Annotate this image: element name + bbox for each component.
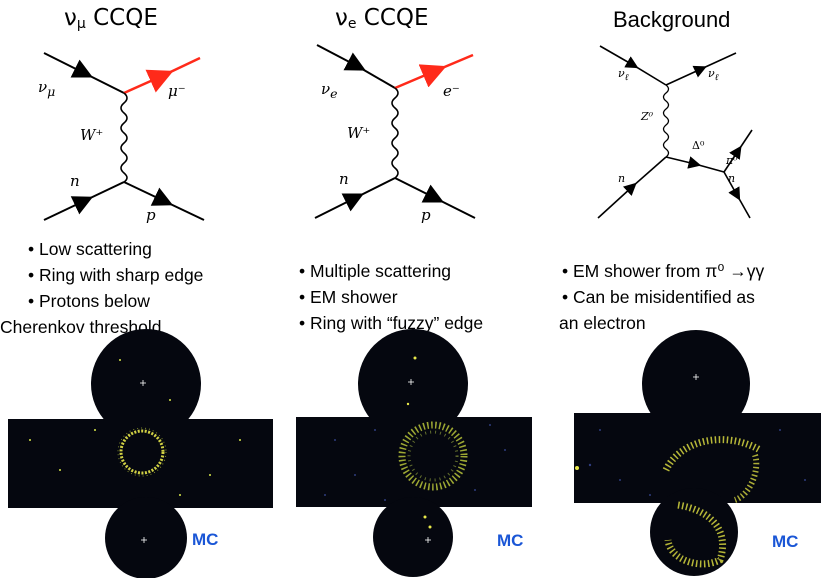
label-outgoing-lepton: μ⁻ — [168, 82, 186, 100]
label-outgoing-nucleon: p — [421, 206, 431, 224]
bullet-continuation: Cherenkov threshold — [0, 317, 162, 337]
outgoing-neutrino-line — [665, 65, 707, 86]
cherenkov-ring-fuzzy — [398, 421, 468, 491]
shower-ring-2 — [733, 454, 760, 503]
incoming-nucleon-line — [597, 182, 637, 219]
bullet-item: Ring with sharp edge — [28, 262, 203, 288]
shower-ring-3 — [664, 501, 727, 568]
incoming-nucleon-line — [314, 193, 364, 219]
label-boson: W⁺ — [347, 124, 371, 142]
bullet-item: Protons below — [28, 288, 203, 314]
feynman-diagram — [597, 45, 753, 219]
detector-top-cap — [642, 330, 750, 438]
pion-line — [723, 145, 742, 173]
event-display — [8, 329, 273, 578]
boson-propagator — [391, 87, 399, 179]
incoming-nucleon-line — [43, 196, 94, 221]
label-incoming-lepton: νℓ — [618, 67, 629, 84]
label-incoming-nucleon: n — [618, 172, 626, 185]
detector-top-cap — [91, 329, 201, 439]
panel-numu-ccqe: νμ CCQE νμ μ⁻ W⁺ n p Low scattering Ring… — [0, 0, 275, 578]
panel-background: Background νℓ νℓ Z⁰ Δ⁰ π⁰ n n EM shower … — [550, 0, 826, 578]
outgoing-nucleon-line — [394, 177, 444, 203]
mc-label: MC — [192, 530, 219, 549]
label-boson: W⁺ — [80, 126, 104, 144]
outgoing-nucleon-line — [723, 171, 741, 201]
incoming-neutrino-line — [316, 44, 366, 71]
bullet-item: Can be misidentified as — [562, 284, 764, 310]
panel-title: Background — [613, 7, 731, 32]
bullet-item: EM shower from π⁰ →γγ — [562, 258, 764, 284]
bullet-continuation: an electron — [559, 313, 646, 333]
label-pion: π⁰ — [726, 154, 738, 167]
event-display — [574, 330, 821, 576]
bullet-item: EM shower — [299, 284, 483, 310]
detector-barrel — [574, 413, 821, 503]
bullet-item: Low scattering — [28, 236, 203, 262]
panel-title: νe CCQE — [335, 5, 429, 32]
boson-propagator — [120, 92, 128, 183]
bullet-item: Ring with “fuzzy” edge — [299, 310, 483, 336]
detector-top-cap — [358, 329, 468, 439]
label-outgoing-nucleon: p — [146, 206, 156, 224]
boson-propagator — [662, 84, 670, 158]
incoming-neutrino-line — [599, 45, 639, 69]
delta-line — [665, 156, 702, 169]
label-outgoing-nucleon: n — [728, 172, 736, 185]
bullet-list: Multiple scattering EM shower Ring with … — [299, 258, 483, 336]
label-incoming-nucleon: n — [339, 170, 349, 188]
incoming-neutrino-line — [43, 52, 93, 78]
label-boson: Z⁰ — [641, 110, 654, 123]
label-incoming-lepton: νe — [321, 80, 338, 101]
outgoing-lepton-line — [123, 69, 174, 95]
detector-barrel — [296, 417, 532, 507]
label-outgoing-lepton: e⁻ — [443, 82, 460, 100]
bullet-item: Multiple scattering — [299, 258, 483, 284]
detector-bottom-cap — [373, 497, 453, 577]
mc-label: MC — [497, 531, 524, 550]
label-incoming-nucleon: n — [70, 172, 80, 190]
event-display — [296, 329, 532, 577]
panel-title: νμ CCQE — [64, 5, 158, 32]
detector-barrel — [8, 419, 273, 508]
feynman-diagram — [314, 44, 476, 219]
detector-bottom-cap — [650, 488, 738, 576]
label-delta: Δ⁰ — [692, 139, 705, 152]
detector-bottom-cap — [105, 497, 187, 578]
feynman-diagram — [43, 52, 205, 221]
label-incoming-lepton: νμ — [38, 78, 56, 99]
mc-label: MC — [772, 532, 799, 551]
bullet-list: EM shower from π⁰ →γγ Can be misidentifi… — [559, 258, 764, 336]
outgoing-nucleon-line — [123, 181, 174, 206]
outgoing-lepton-line — [394, 64, 447, 90]
label-outgoing-lepton: νℓ — [708, 67, 719, 84]
cherenkov-ring-sharp — [119, 429, 165, 475]
panel-nue-ccqe: νe CCQE νe e⁻ W⁺ n p Multiple scattering… — [275, 0, 550, 578]
bullet-list: Low scattering Ring with sharp edge Prot… — [0, 236, 203, 340]
